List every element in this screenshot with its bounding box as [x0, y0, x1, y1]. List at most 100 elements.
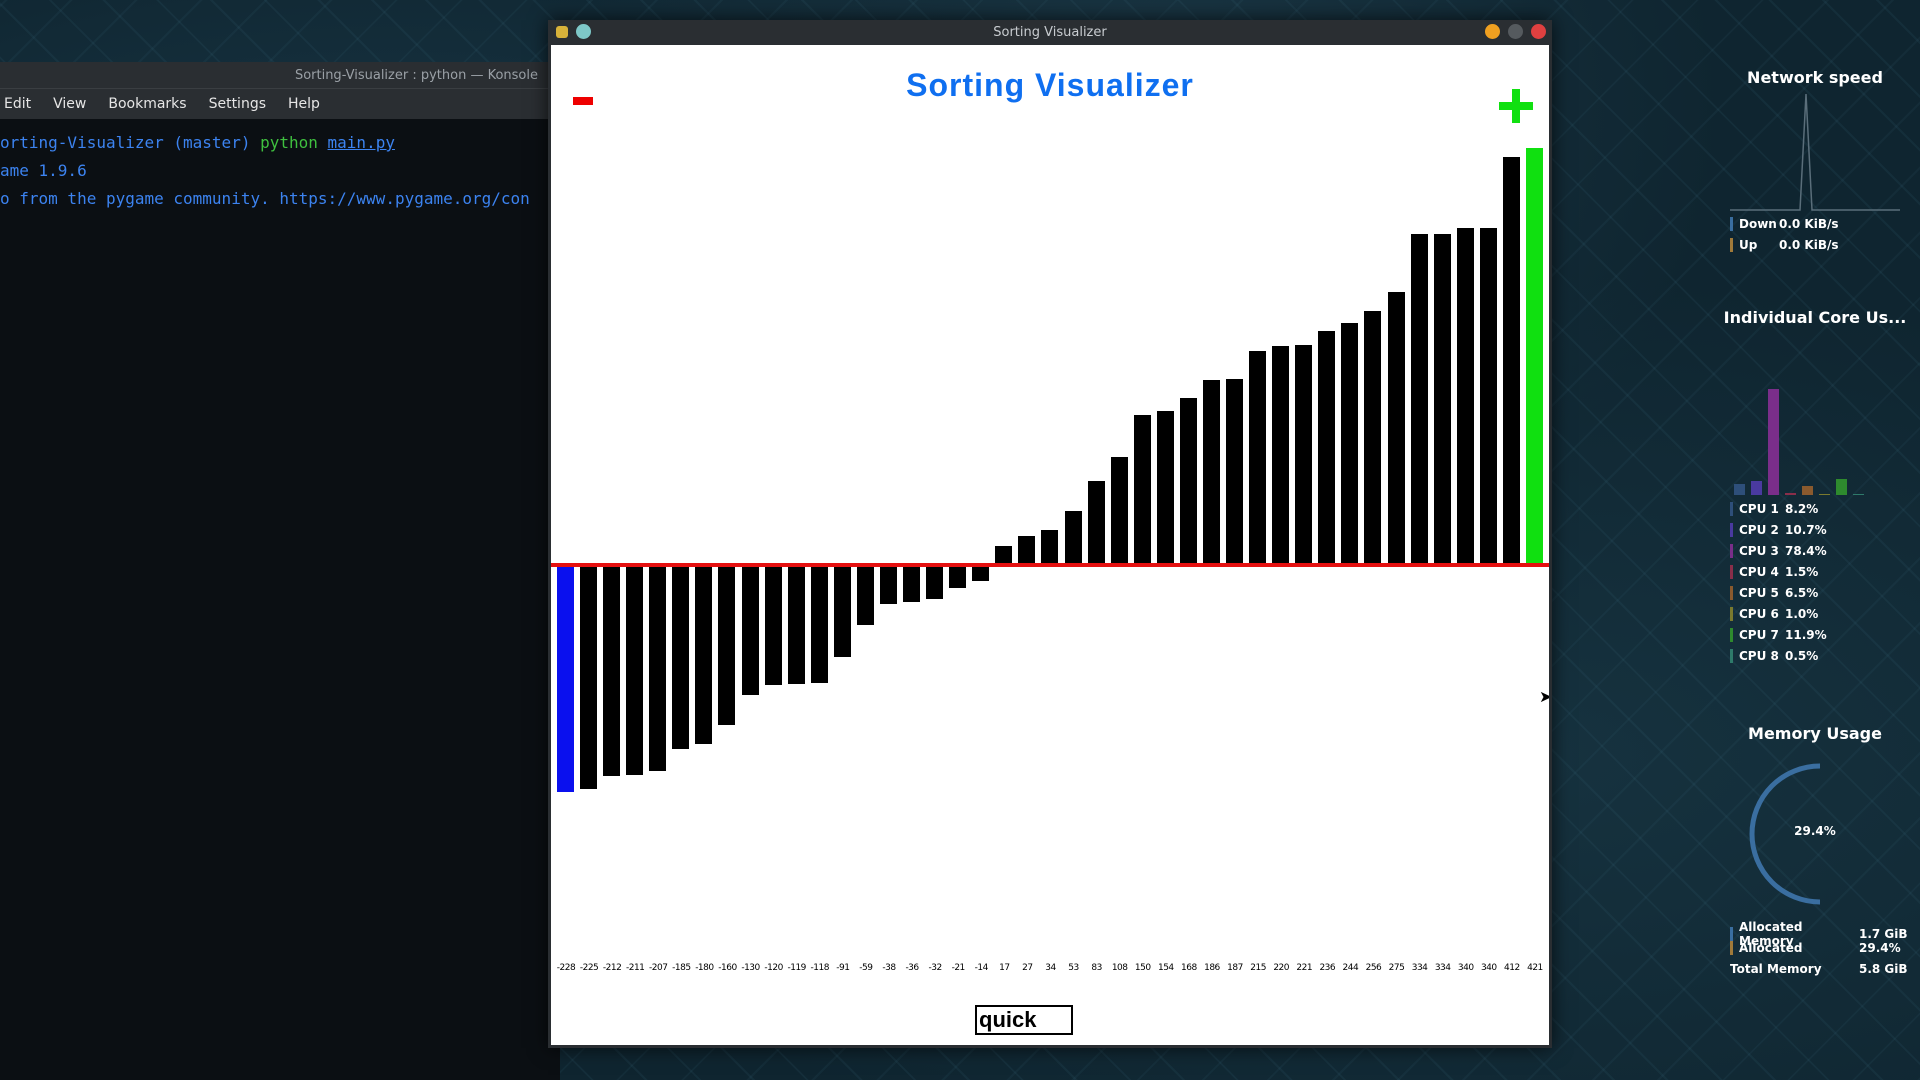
menu-view[interactable]: View	[53, 96, 87, 112]
tick-label: 275	[1388, 963, 1405, 973]
menu-settings[interactable]: Settings	[208, 96, 266, 112]
tick-label: -160	[718, 963, 737, 973]
tick-label: -21	[951, 963, 966, 973]
visualizer-canvas[interactable]: Sorting Visualizer -228 -225 -212 -211 -207-…	[551, 45, 1549, 1045]
bar	[1318, 330, 1336, 563]
tick-label: 421	[1527, 963, 1543, 973]
tick-label: -120	[764, 963, 783, 973]
cpu-row: CPU 4 1.5%	[1730, 565, 1818, 579]
zero-line	[551, 563, 1549, 567]
minimize-button[interactable]	[1485, 24, 1500, 39]
allocated-memory-row: Allocated Memory 1.7 GiB	[1730, 920, 1908, 948]
down-swatch	[1730, 217, 1733, 231]
plus-icon-v	[1512, 89, 1520, 123]
bar	[810, 567, 828, 684]
bar	[1133, 415, 1151, 563]
up-value: 0.0 KiB/s	[1779, 238, 1839, 252]
algorithm-input[interactable]: quick	[975, 1005, 1073, 1035]
cpu-row: CPU 6 1.0%	[1730, 607, 1818, 621]
down-value: 0.0 KiB/s	[1779, 217, 1839, 231]
bar	[879, 567, 897, 605]
konsole-titlebar[interactable]: Sorting-Visualizer : python — Konsole	[0, 62, 560, 88]
bar	[1525, 148, 1543, 563]
cpu-swatch	[1730, 544, 1733, 558]
bar	[649, 567, 667, 771]
tick-label: -228	[556, 963, 576, 973]
terminal-file-link[interactable]: main.py	[327, 133, 395, 152]
bar	[1502, 157, 1520, 563]
bar	[1249, 351, 1267, 563]
maximize-button[interactable]	[1508, 24, 1523, 39]
tick-label: -180	[695, 963, 714, 973]
core-bar	[1734, 483, 1745, 495]
tick-label: 186	[1204, 963, 1220, 973]
core-bar	[1751, 480, 1762, 495]
app-title: Sorting Visualizer	[906, 67, 1194, 103]
core-bar	[1853, 494, 1864, 495]
allocated-label: Allocated	[1739, 941, 1803, 955]
total-memory-label: Total Memory	[1730, 962, 1822, 976]
terminal-command: python	[260, 133, 318, 152]
increase-button[interactable]	[1499, 89, 1533, 123]
cpu-value: 6.5%	[1785, 586, 1819, 600]
tick-label: 154	[1157, 963, 1174, 973]
memory-title: Memory Usage	[1748, 724, 1882, 743]
menu-help[interactable]: Help	[288, 96, 320, 112]
bar	[856, 567, 874, 626]
tick-label: -59	[859, 963, 873, 973]
bar	[1456, 228, 1474, 563]
tick-label: -36	[905, 963, 919, 973]
cpu-value: 8.2%	[1785, 502, 1819, 516]
tick-label: 83	[1091, 963, 1102, 973]
cpu-swatch	[1730, 523, 1733, 537]
up-label: Up	[1739, 238, 1758, 252]
cpu-row: CPU 8 0.5%	[1730, 649, 1818, 663]
decrease-button[interactable]	[573, 97, 593, 105]
pin-icon[interactable]	[576, 24, 591, 39]
tick-label: 53	[1068, 963, 1079, 973]
up-swatch	[1730, 238, 1733, 252]
cpu-swatch	[1730, 502, 1733, 516]
system-monitor-widget: Network speed Down 0.0 KiB/s Up 0.0 KiB/…	[1710, 0, 1920, 1080]
terminal-output[interactable]: orting-Visualizer (master) python main.p…	[0, 119, 560, 213]
network-title: Network speed	[1747, 68, 1883, 87]
cpu-row: CPU 5 6.5%	[1730, 586, 1818, 600]
bar	[926, 567, 944, 599]
cpu-row: CPU 2 10.7%	[1730, 523, 1827, 537]
bar	[626, 567, 644, 775]
net-up-row: Up 0.0 KiB/s	[1730, 238, 1839, 252]
tick-label: -14	[974, 963, 989, 973]
bar	[672, 567, 690, 750]
cpu-value: 0.5%	[1785, 649, 1819, 663]
bar	[1064, 510, 1082, 563]
tick-label: 17	[999, 963, 1010, 973]
menu-edit[interactable]: Edit	[4, 96, 32, 112]
cpu-swatch	[1730, 607, 1733, 621]
bar	[1087, 481, 1105, 563]
bar	[1387, 292, 1405, 563]
network-graph	[1730, 93, 1900, 211]
tick-label: -212	[602, 963, 622, 973]
tick-label: 34	[1045, 963, 1056, 973]
cpu-label: CPU 6	[1739, 607, 1779, 621]
cpu-label: CPU 5	[1739, 586, 1779, 600]
allocated-row: Allocated 29.4%	[1730, 941, 1901, 955]
tick-label: 108	[1111, 963, 1128, 973]
net-down-row: Down 0.0 KiB/s	[1730, 217, 1839, 231]
allocated-value: 29.4%	[1859, 941, 1901, 955]
cpu-label: CPU 3	[1739, 544, 1779, 558]
bar	[695, 567, 713, 745]
bar	[1479, 228, 1497, 563]
core-bar	[1802, 486, 1813, 495]
tick-label: 412	[1504, 963, 1520, 973]
cpu-swatch	[1730, 649, 1733, 663]
tick-label: 340	[1457, 963, 1474, 973]
core-bar	[1785, 492, 1796, 495]
window-titlebar[interactable]: Sorting Visualizer	[548, 20, 1552, 44]
allocated-memory-value: 1.7 GiB	[1859, 927, 1908, 941]
tick-label: 168	[1181, 963, 1197, 973]
bar	[995, 546, 1013, 563]
menu-bookmarks[interactable]: Bookmarks	[108, 96, 187, 112]
close-button[interactable]	[1531, 24, 1546, 39]
tick-label: -185	[672, 963, 691, 973]
